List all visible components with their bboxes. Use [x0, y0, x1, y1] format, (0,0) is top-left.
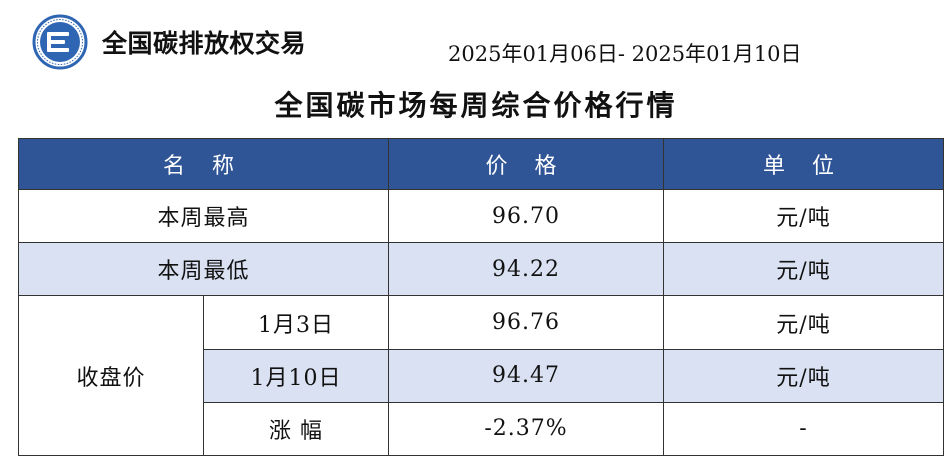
weekly-low-label: 本周最低 — [18, 242, 389, 297]
close-d2-label: 1月10日 — [203, 348, 389, 403]
weekly-high-label: 本周最高 — [18, 189, 389, 244]
close-d1-price: 96.76 — [388, 295, 664, 350]
table-row-close-d2: 1月10日 94.47 元/吨 — [19, 348, 944, 403]
change-unit: - — [663, 401, 944, 457]
brand-name: 全国碳排放权交易 — [102, 29, 307, 58]
header-unit: 单 位 — [663, 137, 944, 191]
header-name: 名 称 — [18, 137, 389, 191]
weekly-low-unit: 元/吨 — [663, 242, 944, 297]
table-row-weekly-high: 本周最高 96.70 元/吨 — [18, 189, 944, 244]
weekly-low-price: 94.22 — [388, 242, 664, 297]
close-d2-unit: 元/吨 — [663, 348, 944, 403]
close-d1-label: 1月3日 — [203, 295, 389, 350]
header-price: 价 格 — [388, 137, 664, 191]
carbon-exchange-logo-icon — [32, 14, 88, 70]
price-table: 名 称 价 格 单 位 本周最高 96.70 元/吨 本周最低 94.22 元/… — [18, 137, 944, 457]
closing-price-label: 收盘价 — [18, 295, 204, 456]
change-price: -2.37% — [388, 401, 664, 457]
page-title: 全国碳市场每周综合价格行情 — [274, 89, 678, 122]
table-row-change: 涨 幅 -2.37% - — [19, 401, 944, 457]
change-label: 涨 幅 — [203, 401, 389, 457]
weekly-high-price: 96.70 — [388, 189, 664, 244]
weekly-high-unit: 元/吨 — [663, 189, 944, 244]
close-d2-price: 94.47 — [388, 348, 664, 403]
close-d1-unit: 元/吨 — [663, 295, 944, 350]
date-range: 2025年01月06日- 2025年01月10日 — [448, 42, 802, 66]
table-row-close-d1: 收盘价 1月3日 96.76 元/吨 — [18, 295, 944, 456]
table-row-weekly-low: 本周最低 94.22 元/吨 — [18, 242, 944, 297]
table-header-row: 名 称 价 格 单 位 — [18, 137, 944, 191]
